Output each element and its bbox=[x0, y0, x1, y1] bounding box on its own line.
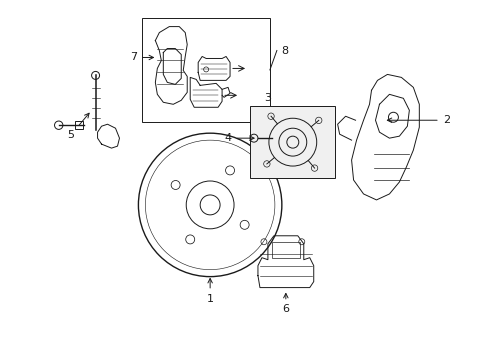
Text: 5: 5 bbox=[67, 113, 89, 140]
Text: 2: 2 bbox=[386, 115, 449, 125]
Text: 8: 8 bbox=[281, 45, 288, 55]
Text: 4: 4 bbox=[224, 133, 254, 143]
Bar bbox=[75, 121, 82, 129]
Bar bbox=[142, 18, 269, 122]
Text: 1: 1 bbox=[206, 279, 213, 303]
Text: 7: 7 bbox=[130, 53, 153, 63]
Text: 3: 3 bbox=[264, 93, 271, 103]
Bar bbox=[249, 106, 334, 178]
Text: 6: 6 bbox=[282, 293, 289, 315]
Bar bbox=[271, 242, 299, 258]
